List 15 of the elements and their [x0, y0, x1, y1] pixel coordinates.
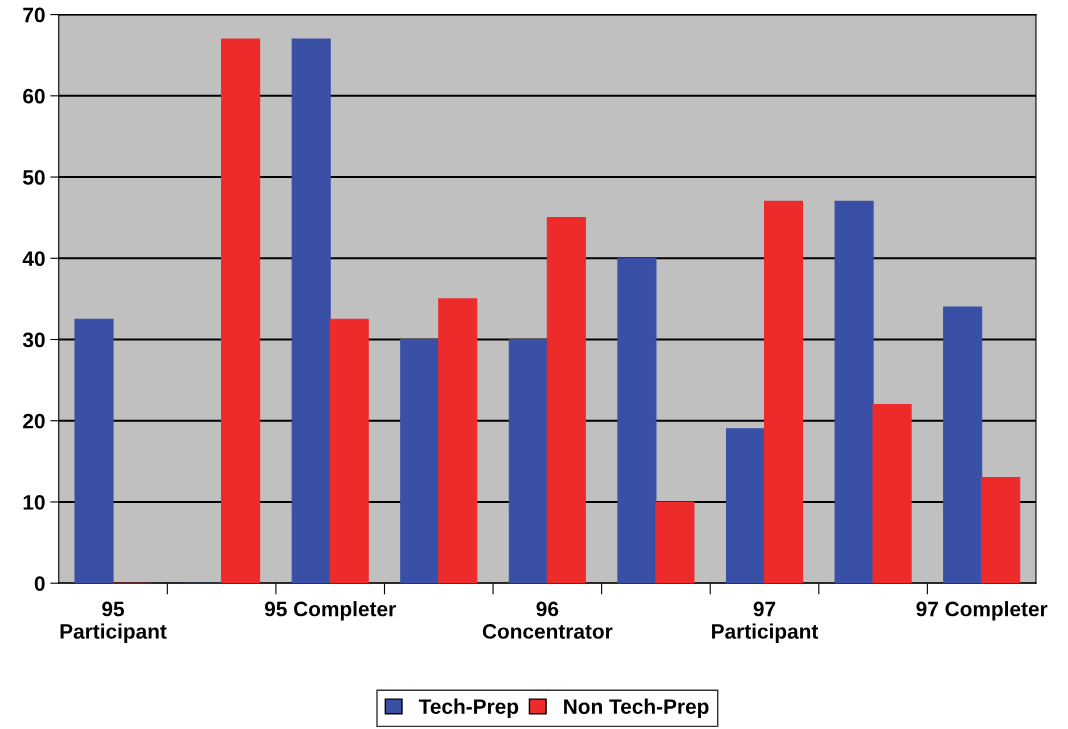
x-tick-label: 97 Participant — [712, 601, 819, 643]
y-tick-label: 40 — [22, 251, 45, 267]
x-tick-label: 95 Participant — [60, 601, 167, 643]
x-tick-label: 96 Concentrator — [482, 601, 613, 639]
y-tick-label: 30 — [22, 332, 45, 348]
legend-label: Non Tech-Prep — [564, 698, 709, 719]
x-tick-label: 95 Completer — [264, 601, 396, 621]
legend-label: Tech-Prep — [418, 698, 519, 719]
x-tick-label: 97 Completer — [916, 601, 1048, 621]
y-tick-label: 0 — [34, 576, 45, 591]
y-tick-label: 10 — [23, 494, 45, 510]
y-tick-label: 60 — [23, 88, 45, 104]
y-tick-label: 70 — [23, 7, 45, 23]
y-tick-label: 50 — [23, 170, 45, 185]
y-tick-label: 20 — [23, 413, 45, 429]
